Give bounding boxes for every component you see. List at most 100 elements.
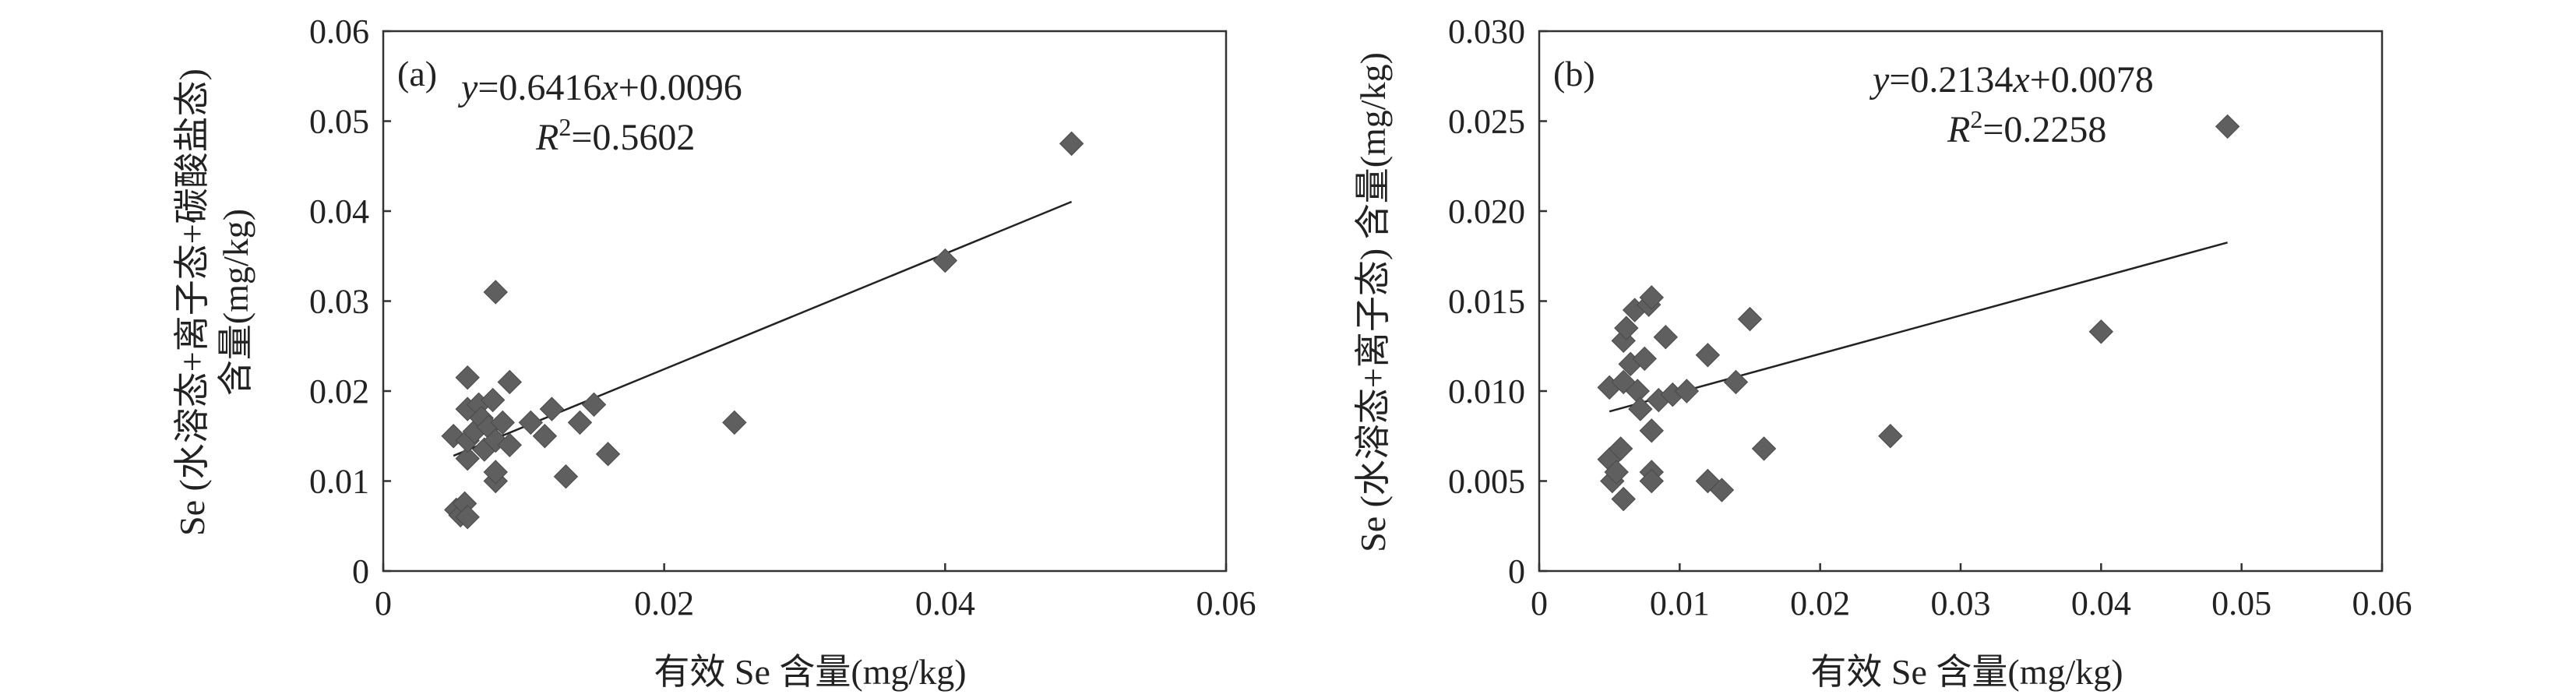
data-point-a [483,280,508,305]
r2-sup-a: 2 [559,113,571,141]
x-tick-label-b: 0.06 [2352,584,2412,622]
x-tick-label-b: 0.04 [2071,584,2131,622]
trendline-a [453,200,1073,457]
y-tick-label-b: 0.020 [1448,192,1525,231]
x-tick-label-b: 0.05 [2211,584,2271,622]
eq-slope-a: =0.6416 [477,67,601,108]
x-tick-label-b: 0.02 [1790,584,1850,622]
points-b [1597,114,2240,512]
x-tick-label-b: 0.03 [1931,584,1991,622]
y-axis-ticks-b: 0 0.005 0.010 0.015 0.020 0.025 0.030 0 0.01 0.02… [1448,12,2412,622]
data-point-b [1611,486,1636,512]
x-tick-label-a: 0 [375,584,392,622]
r2-var-a: R [535,117,559,158]
data-point-b [1737,306,1763,332]
r2-value-b: =0.2258 [1982,109,2106,150]
eq-x-var-b: x [2012,59,2029,100]
y-tick-label-b: 0.025 [1448,103,1525,141]
regression-equation-b: y=0.2134x+0.0078 [1869,59,2154,100]
trendline-a [453,200,1073,457]
y-tick-label-b: 0 [1508,552,1525,590]
data-point-b [1639,468,1664,494]
y-axis-ticks-a: 0 0.01 0.02 0.03 0.04 0.05 0.06 0 0.02 0.04 0.06 [309,12,1256,622]
y-tick-label-a: 0.02 [309,372,369,411]
panel-b: 0 0.005 0.010 0.015 0.020 0.025 0.030 0 0.01 0.02… [1353,12,2412,692]
data-point-a [455,365,480,390]
data-point-b [1639,418,1664,443]
y-tick-label-b: 0.015 [1448,283,1525,321]
data-point-b [2215,114,2240,139]
y-tick-label-a: 0.05 [309,103,369,141]
data-point-b [1632,346,1657,372]
r2-var-b: R [1947,109,1970,150]
data-point-a [455,446,480,471]
x-tick-label-a: 0.04 [915,584,975,622]
data-point-a [595,442,621,467]
data-point-a [539,397,565,421]
data-point-a [497,369,523,395]
data-point-a [455,504,480,530]
data-point-b [1639,285,1664,310]
y-tick-label-a: 0 [352,552,369,590]
y-axis-label-a-line1: Se (水溶态+离子态+碳酸盐态) [172,69,212,536]
y-tick-label-a: 0.06 [309,12,369,51]
x-axis-label-b: 有效 Se 含量(mg/kg) [1810,652,2123,692]
plot-area-border-a [382,30,1228,573]
y-tick-label-b: 0.010 [1448,372,1525,411]
data-point-b [1709,478,1735,502]
regression-equation-a: y=0.6416x+0.0096 [457,67,742,108]
data-point-a [490,410,515,435]
data-point-b [1674,379,1700,404]
panel-a: 0 0.01 0.02 0.03 0.04 0.05 0.06 0 0.02 0.04 0.06 (… [172,12,1256,692]
data-point-b [1695,343,1721,368]
data-point-b [2088,319,2114,344]
eq-intercept-a: +0.0096 [618,67,742,108]
x-tick-label-b: 0 [1531,584,1548,622]
data-point-a [581,392,607,418]
data-point-b [1614,316,1639,340]
eq-y-var-a: y [457,67,478,108]
y-axis-label-a-line2: 含量(mg/kg) [216,209,255,396]
r-squared-b: R2=0.2258 [1947,105,2106,150]
y-tick-label-a: 0.03 [309,283,369,321]
x-tick-label-a: 0.06 [1196,584,1256,622]
data-point-b [1751,436,1777,461]
eq-slope-b: =0.2134 [1889,59,2013,100]
data-point-a [532,424,558,449]
data-point-b [1608,436,1633,461]
data-point-a [553,464,579,489]
y-tick-label-b: 0.030 [1448,12,1525,51]
data-point-a [497,432,523,458]
eq-intercept-b: +0.0078 [2030,59,2154,100]
data-point-b [1878,424,1903,449]
data-point-a [518,410,544,435]
x-tick-label-a: 0.02 [634,584,694,622]
data-point-b [1723,369,1749,395]
data-point-a [483,460,508,485]
data-point-a [1059,131,1084,157]
y-tick-label-a: 0.04 [309,192,369,231]
x-tick-label-b: 0.01 [1650,584,1710,622]
r-squared-a: R2=0.5602 [535,113,695,158]
data-point-a [932,248,958,273]
data-point-a [722,410,747,435]
data-point-a [480,387,506,413]
r2-sup-b: 2 [1970,105,1982,133]
data-point-b [1628,397,1653,421]
y-tick-label-a: 0.01 [309,463,369,501]
y-axis-label-b: Se (水溶态+离子态) 含量(mg/kg) [1353,52,1393,552]
panel-label-a: (a) [397,54,437,93]
data-point-a [567,410,593,435]
panel-label-b: (b) [1553,54,1595,93]
eq-x-var-a: x [601,67,618,108]
trendline-b [1609,241,2228,413]
data-point-b [1653,324,1679,350]
data-point-b [1604,460,1629,485]
points-a [441,131,1084,530]
x-axis-label-a: 有效 Se 含量(mg/kg) [654,652,966,692]
eq-y-var-b: y [1869,59,1890,100]
trendline-b [1609,241,2228,413]
y-tick-label-b: 0.005 [1448,463,1525,501]
r2-value-a: =0.5602 [571,117,695,158]
